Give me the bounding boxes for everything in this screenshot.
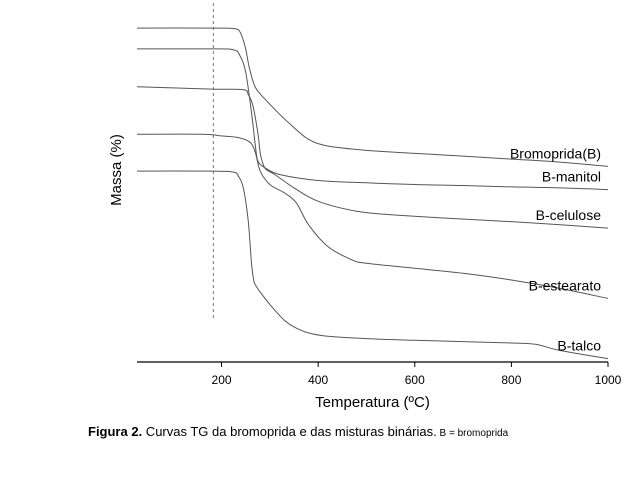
x-axis-title: Temperatura (ºC): [315, 394, 430, 411]
curve-b-estearato: [136, 133, 609, 299]
series-label-bromoprida-b: Bromoprida(B): [510, 145, 601, 161]
tg-chart: 200 400 600 800 1000 Bromoprida(B)B-manitolB…: [108, 3, 622, 411]
curve-b-talco: [136, 170, 609, 360]
curve-b-manitol: [136, 48, 609, 191]
y-axis-title: Massa (%): [108, 134, 125, 206]
x-tick-label-200: 200: [212, 373, 232, 387]
series-label-b-talco: B-talco: [557, 338, 601, 354]
figure-caption: Figura 2. Curvas TG da bromoprida e das …: [88, 424, 624, 439]
series-labels: Bromoprida(B) B-manitol B-celulose B-estear…: [510, 145, 601, 353]
series-label-b-manitol: B-manitol: [542, 169, 601, 185]
caption-note: B = bromoprida: [436, 428, 509, 439]
x-tick-label-400: 400: [308, 373, 328, 387]
x-tick-label-600: 600: [405, 373, 425, 387]
series-label-b-celulose: B-celulose: [536, 207, 602, 223]
series-label-b-estearato: B-estearato: [529, 277, 602, 293]
x-tick-label-1000: 1000: [595, 373, 622, 387]
caption-text: Curvas TG da bromoprida e das misturas b…: [142, 424, 437, 439]
x-ticks: 200 400 600 800 1000: [212, 362, 622, 387]
curve-bromoprida-b: [136, 27, 609, 167]
curve-b-celulose: [136, 86, 609, 229]
tg-curves: [136, 27, 609, 360]
caption-label: Figura 2.: [88, 424, 143, 439]
x-tick-label-800: 800: [501, 373, 521, 387]
